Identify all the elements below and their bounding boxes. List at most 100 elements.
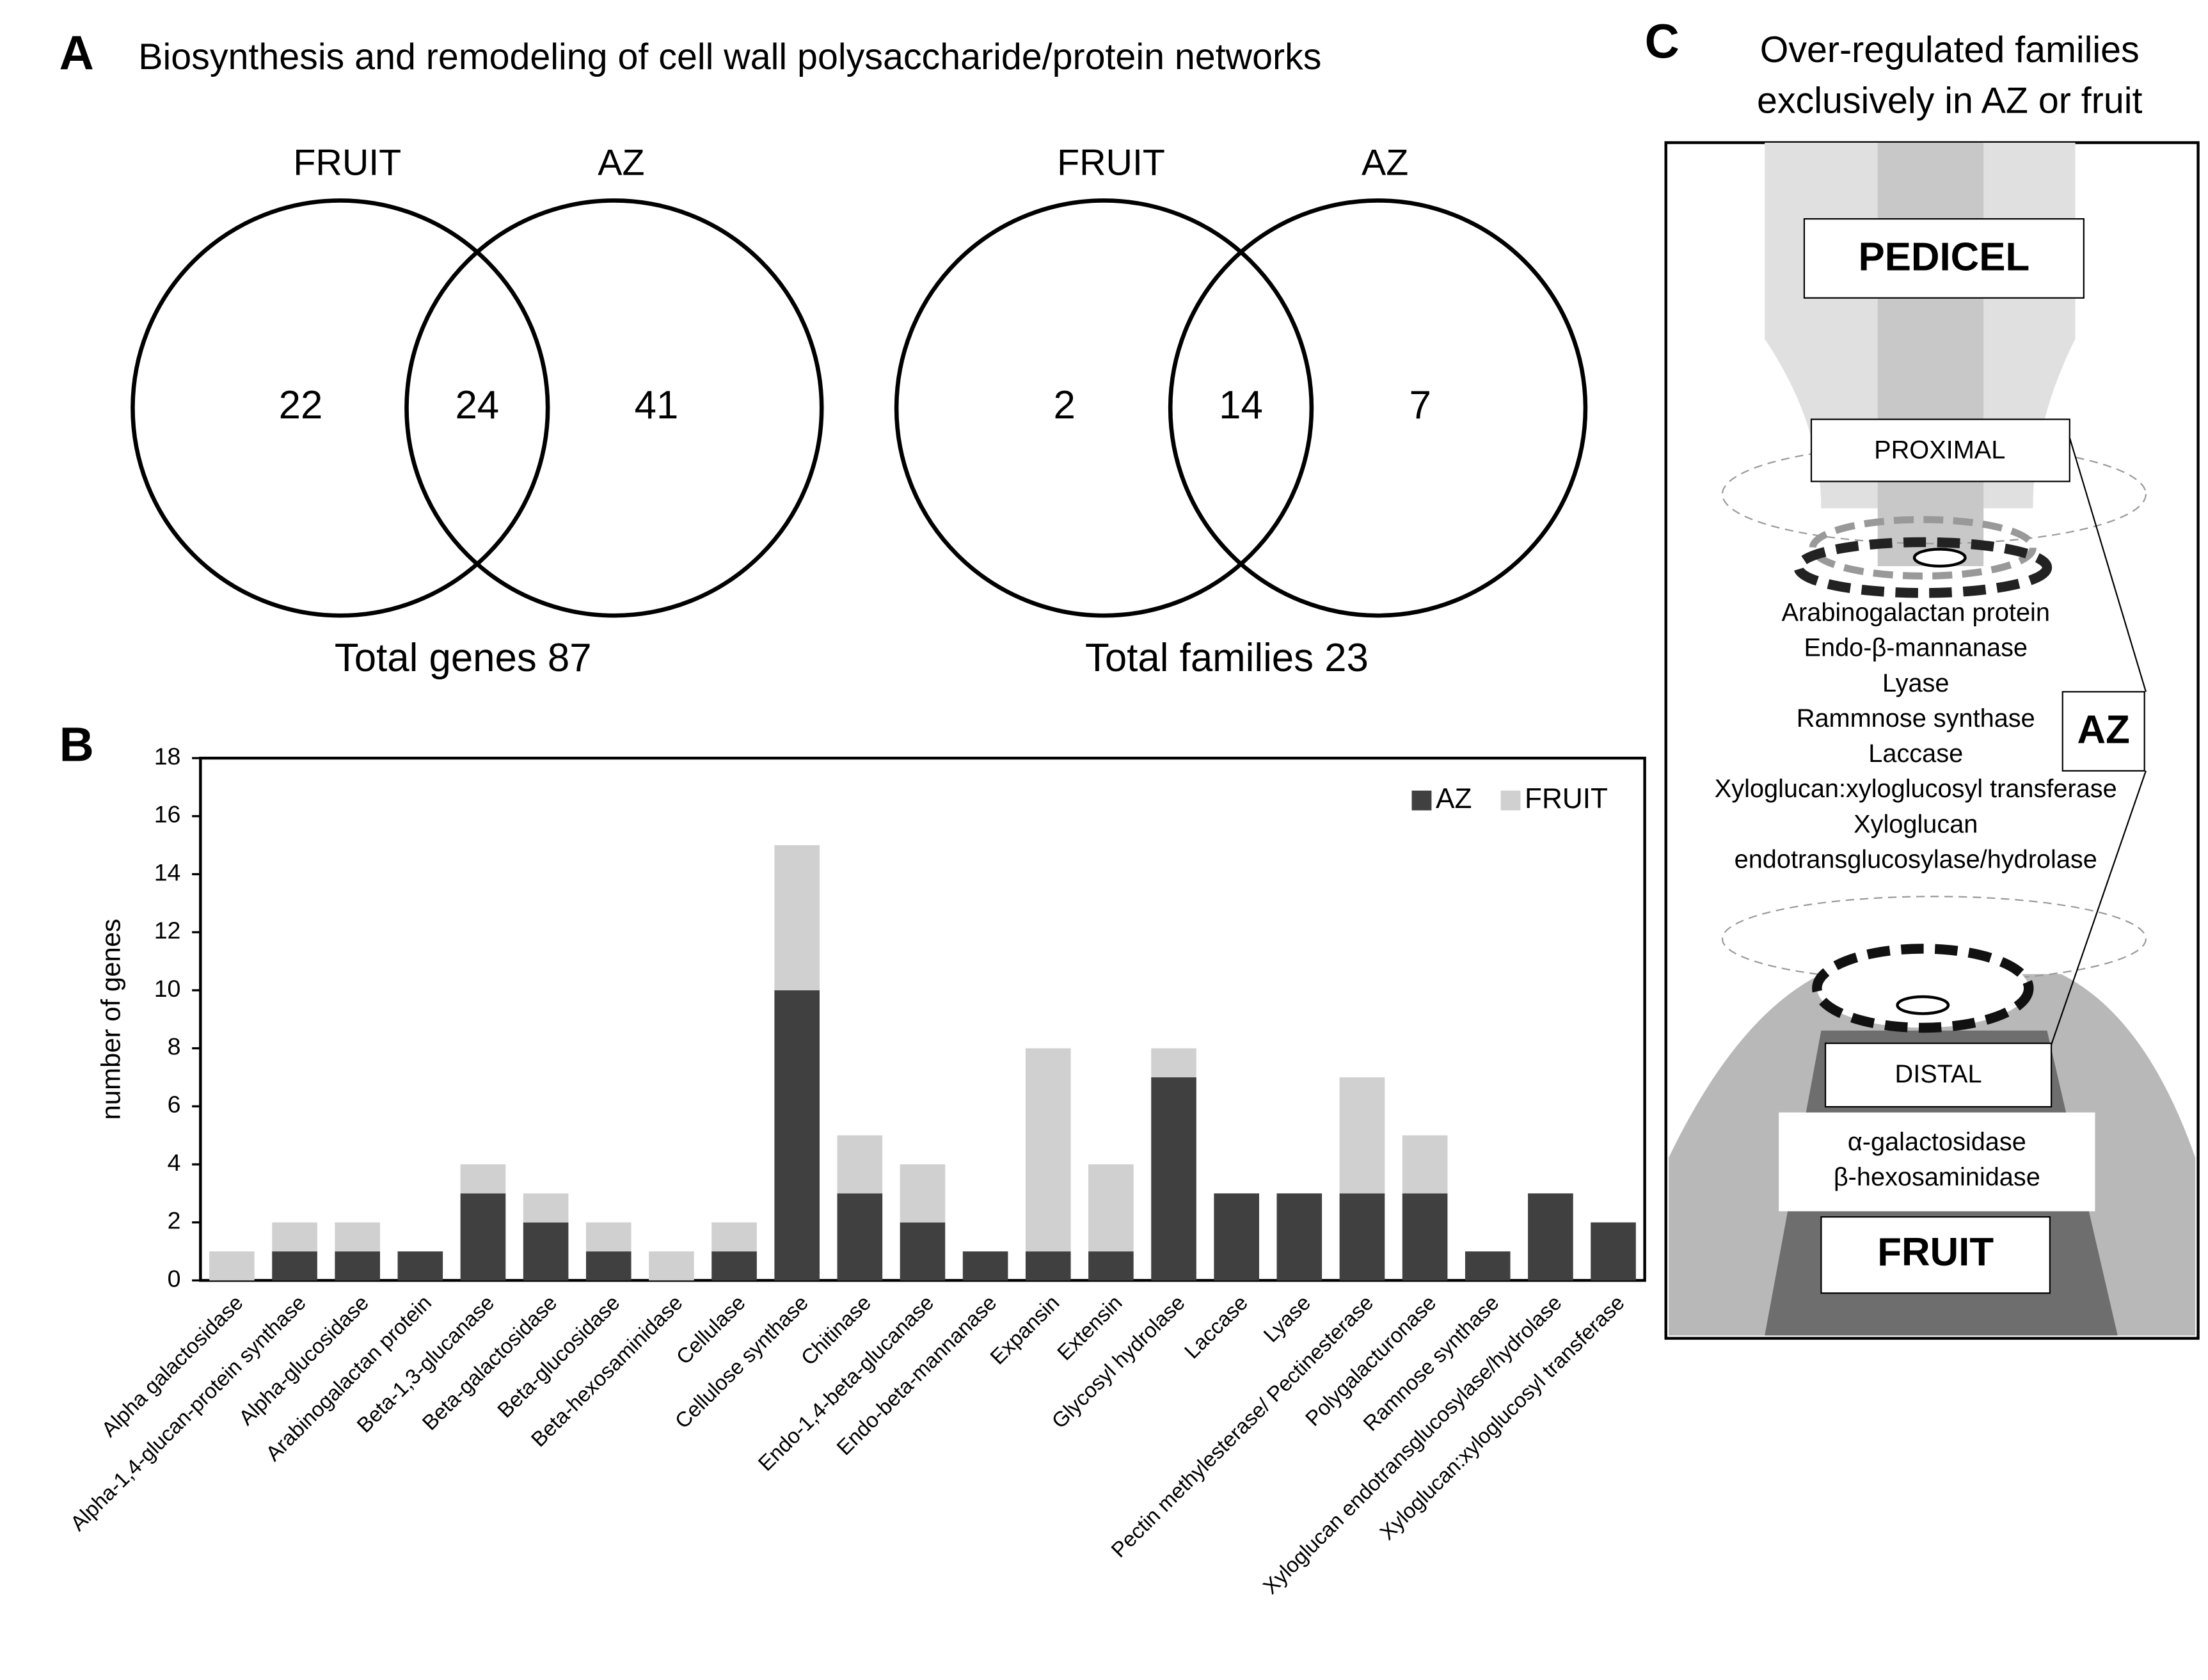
bar bbox=[900, 1164, 946, 1223]
legend-label: FRUIT bbox=[1525, 783, 1608, 814]
venn-count: 41 bbox=[635, 383, 679, 427]
panel-title: exclusively in AZ or fruit bbox=[1757, 80, 2143, 121]
az-family: Endo-β-mannanase bbox=[1804, 634, 2028, 662]
label-box bbox=[2061, 691, 2145, 772]
y-tick-label: 10 bbox=[154, 975, 181, 1002]
pedicel-label: PEDICEL bbox=[1859, 235, 2030, 279]
panel-label: B bbox=[60, 717, 94, 771]
legend-swatch bbox=[1500, 790, 1521, 811]
az-family: Laccase bbox=[1868, 740, 1963, 768]
y-tick-label: 12 bbox=[154, 917, 181, 944]
panel-title: Biosynthesis and remodeling of cell wall… bbox=[138, 36, 1321, 77]
venn-count: 2 bbox=[1054, 383, 1076, 427]
az-family: Lyase bbox=[1882, 669, 1949, 697]
bar bbox=[335, 1222, 380, 1252]
bar bbox=[649, 1251, 694, 1281]
bar bbox=[1528, 1193, 1573, 1281]
az-family: Rammnose synthase bbox=[1797, 704, 2035, 733]
venn-circle bbox=[1168, 198, 1588, 618]
connector bbox=[2069, 437, 2147, 692]
bar bbox=[1088, 1164, 1134, 1252]
connector bbox=[2051, 770, 2147, 1045]
label-box bbox=[1803, 218, 2085, 299]
az-family: Arabinogalactan protein bbox=[1782, 598, 2050, 626]
y-tick-label: 4 bbox=[168, 1149, 181, 1176]
distal-ring bbox=[1721, 896, 2147, 982]
bar bbox=[272, 1251, 317, 1281]
y-tick-label: 2 bbox=[168, 1207, 181, 1234]
bar bbox=[209, 1251, 255, 1281]
x-tick-label: Expansin bbox=[986, 1291, 1064, 1369]
bar bbox=[711, 1251, 757, 1281]
venn-caption: Total genes 87 bbox=[335, 636, 592, 680]
bar bbox=[837, 1193, 883, 1281]
set-label: AZ bbox=[598, 142, 644, 183]
y-tick-label: 16 bbox=[154, 801, 181, 828]
bar bbox=[460, 1193, 506, 1281]
label-box bbox=[1810, 418, 2070, 482]
bar bbox=[1214, 1193, 1259, 1281]
bar bbox=[1339, 1077, 1385, 1194]
venn-count: 22 bbox=[279, 383, 323, 427]
set-label: FRUIT bbox=[293, 142, 401, 183]
y-tick-label: 8 bbox=[168, 1033, 181, 1059]
bar bbox=[523, 1193, 569, 1223]
pedicel-core bbox=[1877, 142, 1984, 566]
venn-caption: Total families 23 bbox=[1085, 636, 1369, 680]
venn-circle bbox=[131, 198, 550, 618]
legend-swatch bbox=[1411, 790, 1432, 811]
bar bbox=[335, 1251, 380, 1281]
bar bbox=[1088, 1251, 1134, 1281]
fruit-label: FRUIT bbox=[1877, 1230, 1994, 1274]
y-tick-label: 18 bbox=[154, 743, 181, 770]
bar bbox=[1025, 1048, 1071, 1252]
venn-count: 14 bbox=[1219, 383, 1263, 427]
venn-circle bbox=[404, 198, 824, 618]
label-box bbox=[1824, 1042, 2053, 1108]
bar bbox=[774, 990, 820, 1281]
x-tick-label: Lyase bbox=[1259, 1291, 1315, 1347]
bar bbox=[1276, 1193, 1322, 1281]
vascular bbox=[1912, 548, 1967, 568]
proximal-label: PROXIMAL bbox=[1874, 436, 2005, 464]
bar bbox=[523, 1222, 569, 1281]
bar bbox=[962, 1251, 1008, 1281]
bar bbox=[585, 1251, 631, 1281]
bar bbox=[1025, 1251, 1071, 1281]
bar bbox=[272, 1222, 317, 1252]
x-tick-label: Xyloglucan endotransglucosylase/hydrolas… bbox=[1259, 1291, 1566, 1599]
vascular bbox=[1896, 995, 1950, 1015]
venn-count: 24 bbox=[455, 383, 499, 427]
panel-title: Over-regulated families bbox=[1760, 29, 2140, 70]
x-tick-label: Alpha-1,4-glucan-protein synthase bbox=[66, 1291, 310, 1535]
proximal-inner bbox=[1809, 516, 2037, 580]
panel-label: A bbox=[60, 26, 94, 79]
bar bbox=[1402, 1193, 1448, 1281]
bar bbox=[585, 1222, 631, 1252]
fruit-family: α-galactosidase bbox=[1848, 1128, 2026, 1156]
bar bbox=[397, 1251, 443, 1281]
y-tick-label: 6 bbox=[168, 1091, 181, 1118]
y-axis-label: number of genes bbox=[96, 919, 126, 1120]
distal-label: DISTAL bbox=[1895, 1060, 1982, 1088]
az-family: Xyloglucan bbox=[1854, 810, 1978, 838]
bar bbox=[460, 1164, 506, 1194]
bar bbox=[837, 1135, 883, 1194]
label-box bbox=[1779, 1112, 2095, 1212]
proximal-boundary bbox=[1793, 537, 2053, 598]
panel-label: C bbox=[1645, 15, 1680, 68]
set-label: FRUIT bbox=[1057, 142, 1165, 183]
az-diagram: PEDICEL PROXIMAL AZ DISTAL FRUIT bbox=[1664, 141, 2200, 1340]
label-box bbox=[1820, 1216, 2051, 1294]
y-tick-label: 0 bbox=[168, 1265, 181, 1292]
bar bbox=[1402, 1135, 1448, 1194]
venn-count: 7 bbox=[1410, 383, 1431, 427]
bar bbox=[1465, 1251, 1511, 1281]
bar bbox=[711, 1222, 757, 1252]
bar bbox=[1151, 1077, 1196, 1281]
set-label: AZ bbox=[1362, 142, 1408, 183]
legend-label: AZ bbox=[1436, 783, 1472, 814]
x-tick-label: Laccase bbox=[1180, 1291, 1252, 1363]
az-family: endotransglucosylase/hydrolase bbox=[1735, 846, 2097, 874]
